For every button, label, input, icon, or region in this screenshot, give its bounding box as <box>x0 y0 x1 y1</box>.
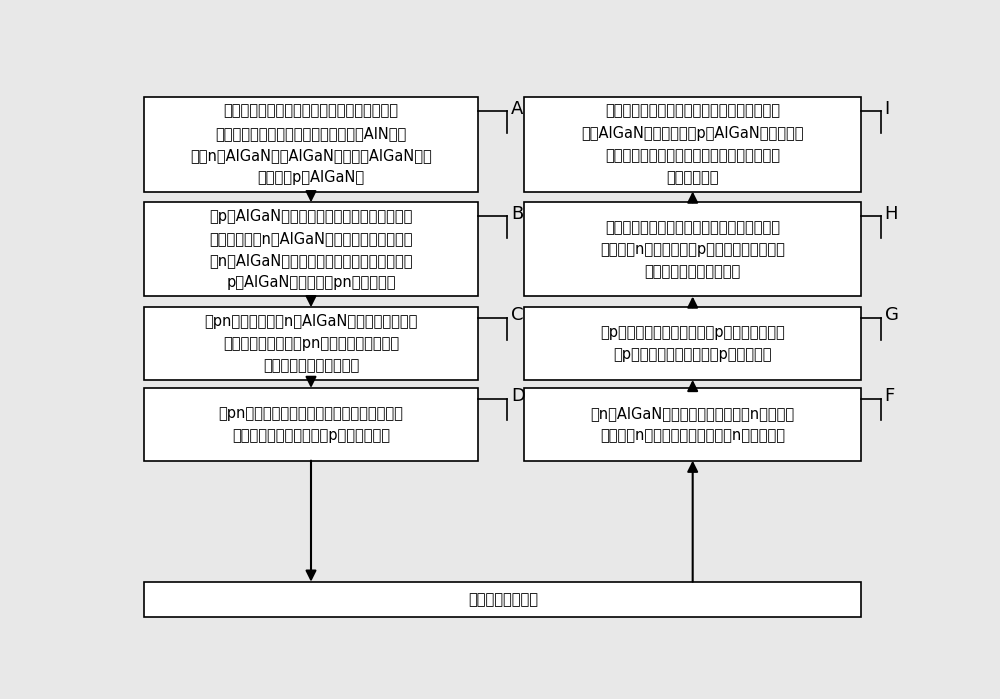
Text: G: G <box>885 306 898 324</box>
Text: 在p型电极接触层表面定义出p型电极图形，在
该p型电极图形的区域形成p型接触电极: 在p型电极接触层表面定义出p型电极图形，在 该p型电极图形的区域形成p型接触电极 <box>600 325 785 362</box>
Text: I: I <box>885 100 890 117</box>
Bar <box>524 308 861 380</box>
Bar <box>144 97 478 192</box>
Bar <box>144 388 478 461</box>
Text: 在pn结台面结构和n型AlGaN电极接触表面的表
面沉积介质层，并在pn结台面结构上方形成
深度可贯穿介质层的通孔: 在pn结台面结构和n型AlGaN电极接触表面的表 面沉积介质层，并在pn结台面结… <box>204 314 418 373</box>
Text: 在基底上生长紫外发光二极管外延结构，该紫
外发光二极管外延结构自下而上包括：AlN缓冲
层、n型AlGaN层、AlGaN有源区、AlGaN电子
阻挡层、p型Al: 在基底上生长紫外发光二极管外延结构，该紫 外发光二极管外延结构自下而上包括：Al… <box>190 103 432 185</box>
Text: 在器件上表面整体上沉积电绝缘层，在该电绝
缘层中，n型接触电极和p型接触电极上方，经
刻蚀分别形成电极窗口区: 在器件上表面整体上沉积电绝缘层，在该电绝 缘层中，n型接触电极和p型接触电极上方… <box>600 219 785 279</box>
Text: 在pn结台面结构上，利用介质层做选区二次外
延的掩膜，在通孔中生长p型电极接触层: 在pn结台面结构上，利用介质层做选区二次外 延的掩膜，在通孔中生长p型电极接触层 <box>219 405 403 443</box>
Text: A: A <box>511 100 523 117</box>
Bar <box>524 97 861 192</box>
Bar <box>144 202 478 296</box>
Text: 在电极窗口区形成包含多金属层的电极层，其
中，AlGaN电子阻挡层和p型AlGaN层的总厚度
小于该电极层最底层金属层的金属材料的等离
激元耦合距离: 在电极窗口区形成包含多金属层的电极层，其 中，AlGaN电子阻挡层和p型AlGa… <box>581 103 804 185</box>
Bar <box>524 202 861 296</box>
Bar <box>144 308 478 380</box>
Text: 去除全部的介质层: 去除全部的介质层 <box>468 592 538 607</box>
Text: 在n型AlGaN电极接触表面上定义出n型电极图
形，在该n型电极图形的区域形成n型接触电极: 在n型AlGaN电极接触表面上定义出n型电极图 形，在该n型电极图形的区域形成n… <box>591 405 795 443</box>
Text: H: H <box>885 205 898 223</box>
Text: F: F <box>885 387 895 405</box>
Text: B: B <box>511 205 523 223</box>
Text: D: D <box>511 387 525 405</box>
Text: C: C <box>511 306 523 324</box>
Bar <box>144 582 861 617</box>
Text: 从p型AlGaN层顶部开始，在预设区域进行刻蚀
，刻蚀深度至n型AlGaN层，从而在刻蚀区域形
成n型AlGaN电极接触表面，在刻蚀区域之外的
p型AlGaN层: 从p型AlGaN层顶部开始，在预设区域进行刻蚀 ，刻蚀深度至n型AlGaN层，从… <box>209 208 413 290</box>
Bar <box>524 388 861 461</box>
